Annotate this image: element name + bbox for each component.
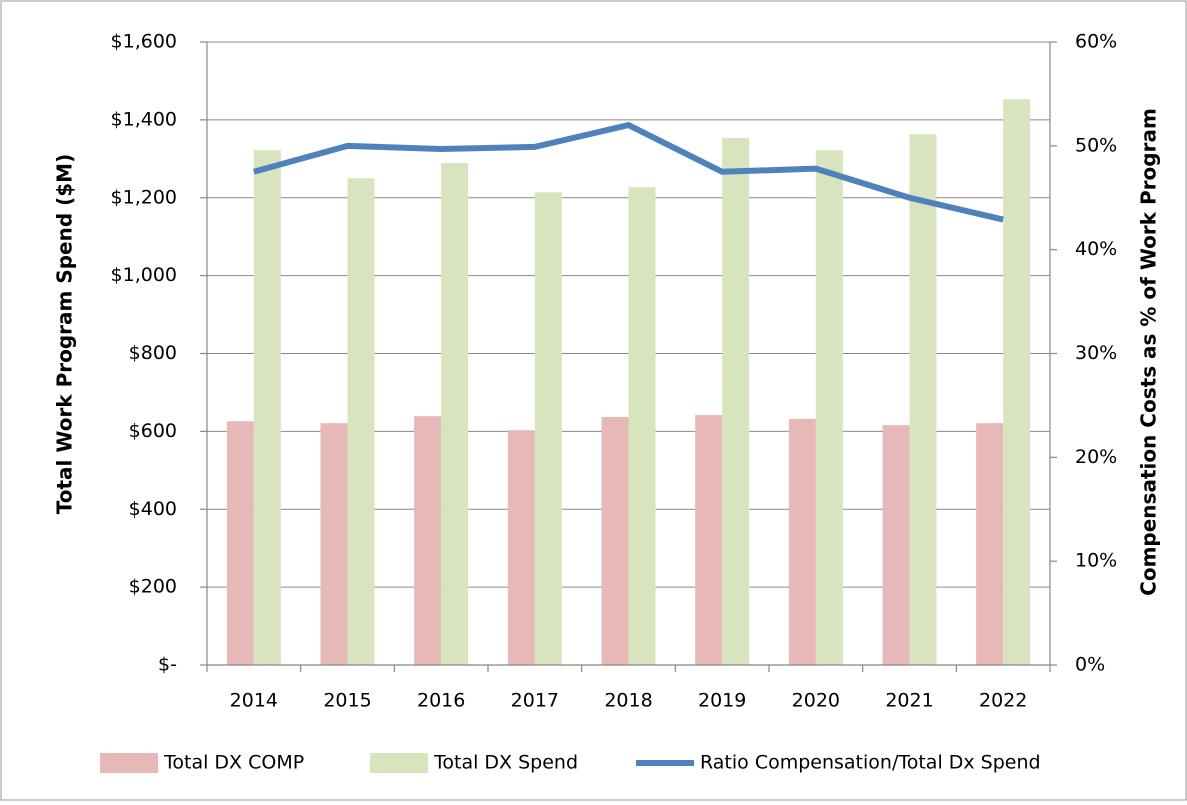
y-tick-label: $800 (129, 342, 177, 364)
bar (815, 150, 843, 666)
y-tick-label: $600 (129, 420, 177, 442)
bar (628, 187, 656, 665)
y-tick-label: $1,600 (111, 31, 177, 53)
bar (226, 421, 254, 665)
legend-swatch (100, 753, 158, 773)
line (253, 122, 1004, 223)
x-tick-label: 2015 (323, 690, 371, 712)
y2-tick-label: 10% (1075, 550, 1117, 572)
y2-tick-label: 50% (1075, 134, 1117, 156)
y-tick-label: $1,400 (111, 108, 177, 130)
x-tick-label: 2020 (792, 690, 840, 712)
bar (414, 416, 442, 665)
y2-tick-label: 30% (1075, 342, 1117, 364)
bar (601, 416, 629, 665)
y2-axis-title: Compensation Costs as % of Work Program (1137, 108, 1161, 596)
y2-tick-label: 40% (1075, 238, 1117, 260)
y-tick-label: $1,200 (111, 186, 177, 208)
bar (882, 425, 910, 665)
bar (976, 423, 1004, 665)
legend-label: Ratio Compensation/Total Dx Spend (700, 752, 1041, 774)
x-tick-label: 2016 (417, 690, 465, 712)
bar (909, 134, 937, 666)
bar (347, 178, 375, 665)
y2-tick-label: 20% (1075, 446, 1117, 468)
y-tick-label: $400 (129, 498, 177, 520)
y-axis-title: Total Work Program Spend ($M) (53, 154, 77, 514)
x-tick-label: 2017 (511, 690, 559, 712)
y2-tick-label: 60% (1075, 31, 1117, 53)
legend-label: Total DX Spend (433, 752, 578, 774)
legend-label: Total DX COMP (163, 752, 304, 774)
y-tick-label: $1,000 (111, 264, 177, 286)
bar (788, 418, 816, 665)
bar (320, 423, 348, 665)
x-tick-label: 2014 (230, 690, 278, 712)
bar (534, 192, 562, 665)
legend-swatch (370, 753, 428, 773)
bar (441, 163, 469, 665)
x-tick-label: 2018 (604, 690, 652, 712)
y-tick-label: $- (158, 654, 177, 676)
bar (722, 138, 750, 665)
y-tick-label: $200 (129, 576, 177, 598)
bar (507, 430, 535, 665)
y2-tick-label: 0% (1075, 654, 1105, 676)
bar (1003, 99, 1031, 665)
x-tick-label: 2019 (698, 690, 746, 712)
bar (695, 415, 723, 665)
x-tick-label: 2021 (885, 690, 933, 712)
x-tick-label: 2022 (979, 690, 1027, 712)
bar (253, 150, 281, 666)
